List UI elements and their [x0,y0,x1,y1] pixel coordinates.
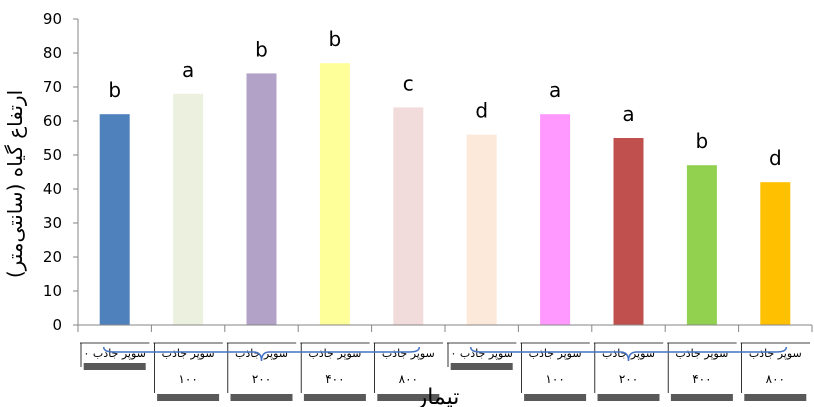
significance-letter: b [108,78,121,102]
y-tick-label: 30 [43,214,62,232]
significance-letter: a [182,58,194,82]
group-brace [469,346,788,362]
bar [540,114,571,325]
category-number-label: ۸۰۰ [399,372,418,386]
category-number-label: ۱۰۰ [178,372,197,386]
category-label: سوپر جاذب [529,347,582,360]
bar [613,138,644,325]
significance-letter: b [255,37,268,61]
category-number-label: ۴۰۰ [325,372,344,386]
bar [393,107,424,326]
category-label: سوپر جاذب [308,347,361,360]
significance-letter: b [329,27,342,51]
significance-letter: a [622,102,634,126]
category-label: سوپر جاذب [382,347,435,360]
x-axis-label: تیمار [416,385,460,407]
y-tick-label: 10 [43,282,62,300]
group-brace [102,346,421,362]
x-category-labels: سوپر جاذب ۰ سوپر جاذب ۱۰۰ سوپر جاذب ۲۰۰ سوپر … [80,342,810,401]
category-number-label: ۲۰۰ [252,372,271,386]
bars [99,63,791,326]
significance-letter: d [475,99,488,123]
category-marker [670,394,733,401]
significance-letter: c [403,71,414,95]
category-label: سوپر جاذب [235,347,288,360]
axes [77,19,813,332]
significance-letter: b [696,129,709,153]
y-tick-label: 80 [43,44,62,62]
group-braces [102,346,788,362]
category-marker [450,363,513,370]
bar [760,182,791,325]
category-marker [524,394,587,401]
y-tick-label: 20 [43,248,62,266]
category-marker [230,394,293,401]
category-label: سوپر جاذب ۰ [84,347,146,360]
bar [99,114,130,325]
bar [246,73,277,326]
category-marker [597,394,660,401]
category-marker [377,394,440,401]
category-label: سوپر جاذب [162,347,215,360]
y-tick-label: 0 [52,316,62,334]
category-marker [83,363,146,370]
bar [466,134,497,325]
category-marker [744,394,807,401]
category-label: سوپر جاذب [675,347,728,360]
category-label: سوپر جاذب ۰ [451,347,513,360]
y-tick-label: 50 [43,146,62,164]
bar [686,165,717,325]
category-label: سوپر جاذب [602,347,655,360]
category-label: سوپر جاذب [749,347,802,360]
category-number-label: ۴۰۰ [692,372,711,386]
y-tick-label: 90 [43,10,62,28]
category-marker [303,394,366,401]
y-tick-label: 40 [43,180,62,198]
significance-letter: a [549,78,561,102]
category-number-label: ۱۰۰ [545,372,564,386]
y-tick-label: 70 [43,78,62,96]
y-tick-label: 60 [43,112,62,130]
category-number-label: ۲۰۰ [619,372,638,386]
significance-letters: b a b b c d a a b d [108,27,781,170]
bar [319,63,350,325]
bar [173,93,204,325]
y-axis-label: ارتفاع گیاه (سانتی‌متر) [3,90,27,278]
significance-letter: d [769,146,782,170]
category-number-label: ۸۰۰ [766,372,785,386]
category-marker [157,394,220,401]
y-axis-ticks: 0 10 20 30 40 50 60 70 80 90 [43,10,78,334]
